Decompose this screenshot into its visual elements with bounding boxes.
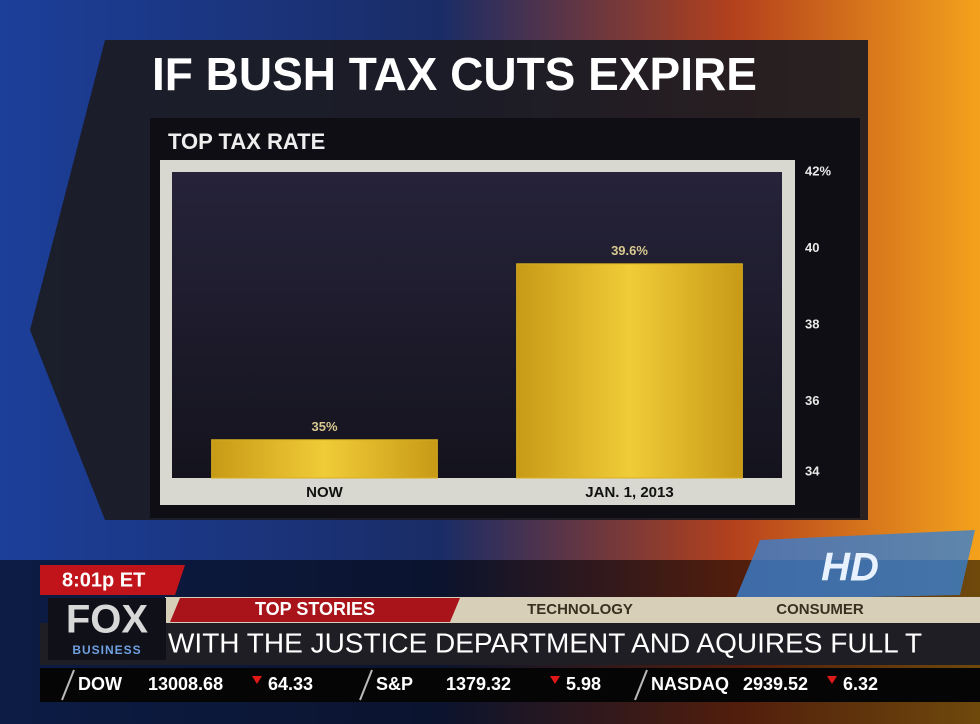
- y-tick-label: 34: [805, 463, 820, 478]
- ticker-price: 1379.32: [446, 674, 511, 694]
- ticker-price: 2939.52: [743, 674, 808, 694]
- tab[interactable]: CONSUMER: [776, 601, 864, 618]
- crawl-bar: [40, 623, 980, 665]
- down-arrow: [827, 676, 837, 684]
- separator: [61, 669, 75, 701]
- value-label: 39.6%: [611, 243, 648, 258]
- ticker-name: S&P: [376, 674, 413, 694]
- x-tick-label: NOW: [306, 484, 344, 501]
- down-arrow: [252, 676, 262, 684]
- tab[interactable]: TOP STORIES: [255, 599, 375, 619]
- hd-label: HD: [821, 546, 879, 590]
- ticker-change: 6.32: [843, 674, 878, 694]
- separator: [634, 669, 648, 701]
- time-box: [40, 565, 185, 595]
- ticker-name: DOW: [78, 674, 122, 694]
- separator: [359, 669, 373, 701]
- x-tick-label: JAN. 1, 2013: [585, 484, 673, 501]
- value-label: 35%: [311, 419, 337, 434]
- y-tick-label: 40: [805, 240, 819, 255]
- logo: FOX: [66, 598, 149, 642]
- ticker: DOW 13008.68 64.33 S&P 1379.32 5.98 NASDAQ 2939…: [61, 669, 878, 701]
- ticker-name: NASDAQ: [651, 674, 729, 694]
- tab[interactable]: TECHNOLOGY: [527, 601, 633, 618]
- y-tick-label: 36: [805, 393, 819, 408]
- y-tick-label: 38: [805, 316, 819, 331]
- ticker-change: 5.98: [566, 674, 601, 694]
- bar: [516, 263, 743, 479]
- ticker-price: 13008.68: [148, 674, 223, 694]
- y-tick-label: 42%: [805, 163, 831, 178]
- ticker-bar: [40, 668, 980, 702]
- bar: [211, 439, 438, 479]
- chart-title: IF BUSH TAX CUTS EXPIRE: [152, 48, 757, 100]
- crawl: WITH THE JUSTICE DEPARTMENT AND AQUIRES …: [168, 627, 922, 658]
- chart-subtitle: TOP TAX RATE: [168, 129, 325, 154]
- time: 8:01p ET: [62, 569, 145, 591]
- logo-sub: BUSINESS: [72, 643, 141, 657]
- logo-box: [48, 598, 166, 660]
- ticker-change: 64.33: [268, 674, 313, 694]
- tab-active: [170, 598, 460, 622]
- down-arrow: [550, 676, 560, 684]
- hd-badge: [735, 530, 975, 600]
